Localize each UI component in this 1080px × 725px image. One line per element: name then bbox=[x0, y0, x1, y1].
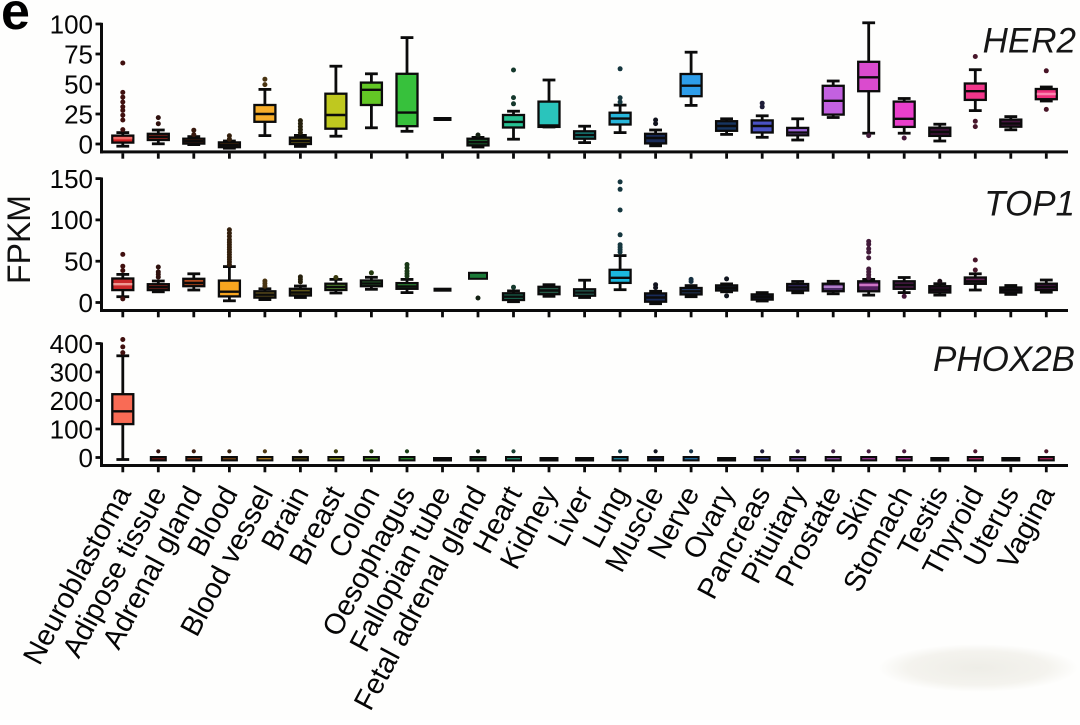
svg-text:50: 50 bbox=[64, 247, 93, 277]
svg-text:300: 300 bbox=[50, 357, 93, 387]
svg-text:200: 200 bbox=[50, 386, 93, 416]
svg-text:400: 400 bbox=[50, 329, 93, 359]
svg-text:TOP1: TOP1 bbox=[984, 185, 1075, 224]
svg-text:75: 75 bbox=[64, 39, 93, 69]
svg-text:0: 0 bbox=[79, 288, 93, 318]
svg-text:100: 100 bbox=[50, 414, 93, 444]
svg-text:0: 0 bbox=[79, 443, 93, 473]
svg-text:PHOX2B: PHOX2B bbox=[933, 340, 1075, 379]
svg-text:100: 100 bbox=[50, 205, 93, 235]
svg-text:150: 150 bbox=[50, 164, 93, 194]
svg-text:e: e bbox=[1, 0, 30, 41]
svg-text:0: 0 bbox=[79, 129, 93, 159]
svg-text:25: 25 bbox=[64, 99, 93, 129]
svg-text:50: 50 bbox=[64, 69, 93, 99]
svg-text:100: 100 bbox=[50, 9, 93, 39]
svg-text:FPKM: FPKM bbox=[1, 195, 37, 284]
svg-text:HER2: HER2 bbox=[983, 22, 1076, 61]
